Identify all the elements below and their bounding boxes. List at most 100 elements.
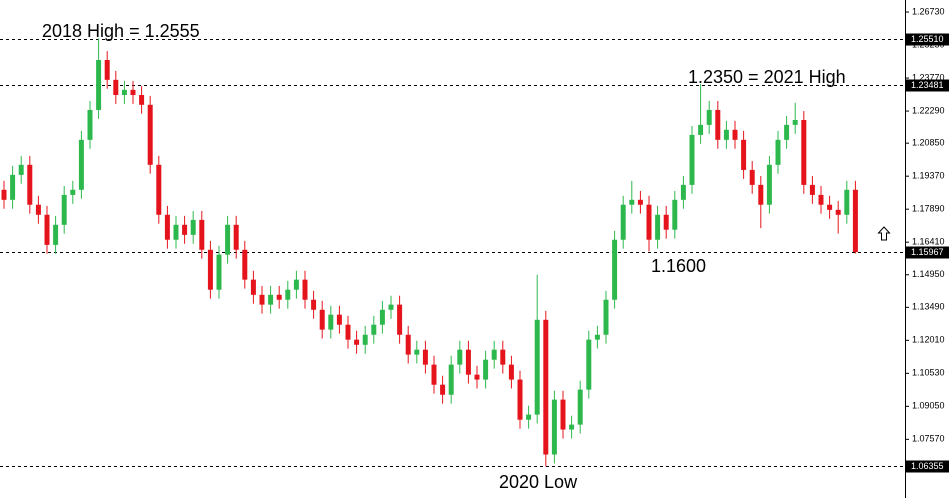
candle-body [78,139,84,190]
candle-body [422,349,428,365]
candle-body [182,224,188,235]
candle-body [302,279,308,300]
candle-body [207,249,213,290]
candle-body [173,224,179,240]
price-lines [0,39,905,467]
candle-body [844,189,850,215]
candle-body [500,349,506,365]
candle-body [663,214,669,230]
candle-body [268,294,274,305]
candle-body [448,364,454,395]
candle-body [440,384,446,395]
candle-body [655,214,661,240]
y-tick-label: 1.19370 [912,171,945,181]
price-level-box [906,79,949,92]
candle-body [285,289,291,300]
candle-body [371,324,377,335]
candle-body [139,95,145,105]
y-tick-label: 1.16410 [912,237,945,247]
candle-body [104,59,110,80]
candle-body [809,184,815,195]
candle-body [10,174,16,200]
candle-body [569,424,575,430]
candle-body [620,204,626,240]
candle-body [766,164,772,205]
candle-body [388,304,394,310]
candle-body [689,134,695,185]
candle-body [147,104,153,165]
candle-body [457,349,463,365]
y-tick-label: 1.14950 [912,269,945,279]
candle-body [96,59,102,110]
candle-body [801,119,807,185]
candle-body [517,379,523,420]
candle-body [612,239,618,300]
annotation: 1.2350 = 2021 High [688,67,846,87]
candle-body [164,214,170,240]
candle-body [414,349,420,355]
candle-body [577,389,583,425]
candle-body [319,309,325,330]
candle-body [130,89,136,96]
candle-body [250,279,256,295]
candle-body [723,129,729,140]
candle-body [53,224,59,245]
candle-body [156,164,162,215]
candle-body [113,79,119,96]
candle-body [698,124,704,135]
price-level-label: 1.23481 [911,80,944,90]
price-level-label: 1.25510 [911,34,944,44]
y-tick-label: 1.22290 [912,105,945,115]
candle-body [293,279,299,290]
candle-body [225,224,231,255]
price-level-label: 1.06355 [911,461,944,471]
annotation: 2020 Low [499,472,578,492]
candle-body [775,139,781,165]
y-tick-label: 1.20850 [912,138,945,148]
candle-body [680,184,686,200]
candle-body [818,194,824,205]
candle-body [586,339,592,390]
candle-body [491,349,497,360]
y-tick-label: 1.07570 [912,434,945,444]
candle-body [354,339,360,345]
candle-body [706,109,712,125]
candle-body [61,194,67,225]
candle-body [242,249,248,280]
candle-body [27,164,33,205]
candle-body [397,304,403,335]
y-tick-label: 1.13490 [912,302,945,312]
candle-body [190,219,196,235]
candle-body [526,414,532,420]
y-tick-label: 1.26730 [912,6,945,16]
candles [1,38,858,467]
price-level-label: 1.15967 [911,247,944,257]
y-tick-label: 1.10530 [912,368,945,378]
candle-body [732,129,738,140]
candle-body [646,204,652,240]
price-axis: 1.267301.252501.237701.222901.208501.193… [905,6,949,473]
annotation: 1.1600 [651,256,706,276]
candle-body [508,364,514,380]
y-tick-label: 1.23770 [912,72,945,82]
candle-body [603,299,609,335]
candle-body [551,399,557,455]
candle-body [311,299,317,310]
candle-body [18,164,24,175]
candle-body [276,294,282,300]
price-level-box [906,33,949,46]
candle-body [715,109,721,140]
candle-body [345,324,351,340]
candle-body [474,374,480,380]
candle-body [637,199,643,205]
candle-body [70,189,76,195]
candle-body [259,294,265,305]
candle-body [379,309,385,325]
candle-body [543,319,549,455]
candle-body [405,334,411,355]
candle-body [534,319,540,415]
candle-body [1,189,7,200]
candle-body [672,199,678,230]
